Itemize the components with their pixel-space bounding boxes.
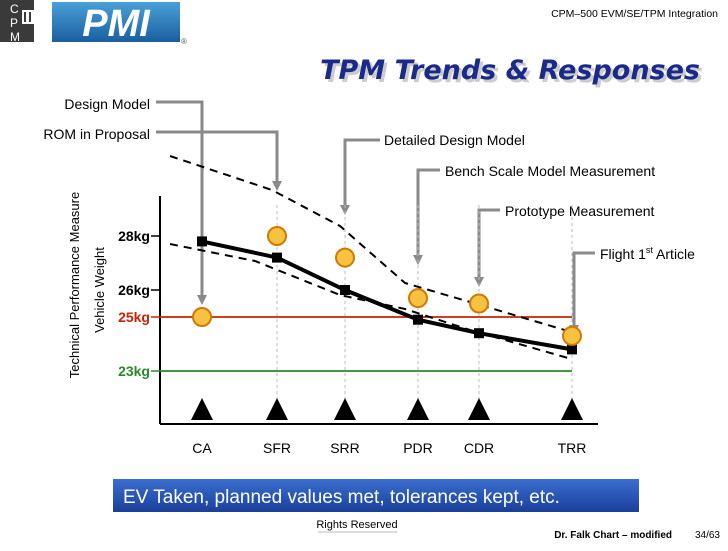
measured-points: [192, 226, 582, 346]
milestone-triangle-sfr: [266, 398, 288, 420]
milestone-label-sfr: SFR: [263, 440, 291, 456]
measured-point-srr: [335, 247, 355, 268]
milestone-label-srr: SRR: [330, 440, 360, 456]
planned-point-sfr: [272, 252, 282, 263]
measured-point-sfr: [267, 226, 287, 246]
pmi-logo-text: PMI: [82, 3, 151, 45]
milestone-triangle-pdr: [407, 398, 429, 420]
planned-point-ca: [197, 236, 207, 247]
arrow-design-model: [156, 100, 207, 305]
y-axis-label-inner: Vehicle Weight: [92, 247, 107, 333]
cpm-letter-p: P: [10, 16, 18, 30]
arrow-rom-in-proposal: [156, 130, 282, 191]
tpm-chart: 28kg 26kg 25kg 23kg CA SFR SRR PDR CDR TRR: [118, 155, 598, 456]
label-design-model: Design Model: [64, 96, 150, 112]
pmi-logo: PMI ®: [52, 2, 187, 46]
y-ticks: 28kg 26kg 25kg 23kg: [118, 228, 160, 379]
label-bench-scale: Bench Scale Model Measurement: [445, 163, 655, 179]
tolerance-bands: [169, 155, 569, 359]
milestone-triangle-ca: [191, 398, 213, 420]
page-number: 34/63: [695, 530, 720, 541]
milestone-label-cdr: CDR: [464, 440, 494, 456]
milestone-label-ca: CA: [192, 440, 212, 456]
arrow-detailed-design: [340, 138, 380, 215]
building-column-icon: [29, 12, 31, 22]
footer-credit: Dr. Falk Chart – modified: [554, 530, 672, 541]
y-tick-label-23: 23kg: [118, 363, 150, 379]
measured-point-pdr: [408, 288, 428, 309]
title-shadow: TPM Trends & Responses: [323, 58, 703, 89]
arrow-bench-scale: [413, 168, 440, 265]
milestone-label-trr: TRR: [558, 440, 587, 456]
y-tick-label-28: 28kg: [118, 228, 150, 244]
cpm-letter-m: M: [10, 30, 20, 44]
milestone-gridlines: [276, 205, 573, 412]
planned-point-srr: [340, 285, 350, 295]
registered-mark: ®: [181, 37, 187, 46]
summary-banner-bg: [113, 479, 639, 512]
cpm-letter-c: C: [10, 2, 19, 16]
pmi-logo-bg: [52, 2, 180, 42]
arrow-flight-article: [569, 251, 595, 335]
planned-point-trr: [567, 344, 577, 355]
planned-point-cdr: [474, 328, 484, 339]
label-flight-article: Flight 1st Article: [600, 245, 695, 262]
y-axis-label-outer: Technical Performance Measure: [67, 192, 82, 378]
label-rom-in-proposal: ROM in Proposal: [43, 126, 150, 142]
page-title: TPM Trends & Responses: [320, 55, 700, 86]
milestone-markers: CA SFR SRR PDR CDR TRR: [191, 398, 586, 456]
course-header: CPM–500 EVM/SE/TPM Integration: [551, 8, 718, 20]
summary-banner-text: EV Taken, planned values met, tolerances…: [123, 487, 560, 508]
upper-tolerance-line: [169, 155, 569, 332]
y-tick-label-26: 26kg: [118, 282, 150, 298]
milestone-triangle-trr: [561, 398, 583, 420]
summary-banner: EV Taken, planned values met, tolerances…: [113, 479, 639, 512]
label-prototype: Prototype Measurement: [505, 203, 655, 219]
milestone-label-pdr: PDR: [403, 440, 433, 456]
cpm-logo: C P M: [0, 0, 34, 44]
milestone-triangle-srr: [334, 398, 356, 420]
y-tick-label-25: 25kg: [118, 309, 150, 325]
planned-point-pdr: [413, 314, 423, 325]
measured-point-cdr: [469, 293, 489, 314]
building-icon: [22, 10, 34, 24]
measured-point-trr: [562, 325, 582, 346]
planned-profile-line: [201, 239, 573, 352]
rights-reserved: Rights Reserved: [316, 519, 397, 531]
label-detailed-design-model: Detailed Design Model: [384, 132, 525, 148]
threshold-lines: [160, 316, 572, 372]
arrow-prototype: [474, 208, 500, 287]
building-column-icon: [24, 12, 26, 22]
measured-point-ca: [192, 307, 212, 327]
milestone-triangle-cdr: [468, 398, 490, 420]
planned-profile: [197, 236, 577, 355]
